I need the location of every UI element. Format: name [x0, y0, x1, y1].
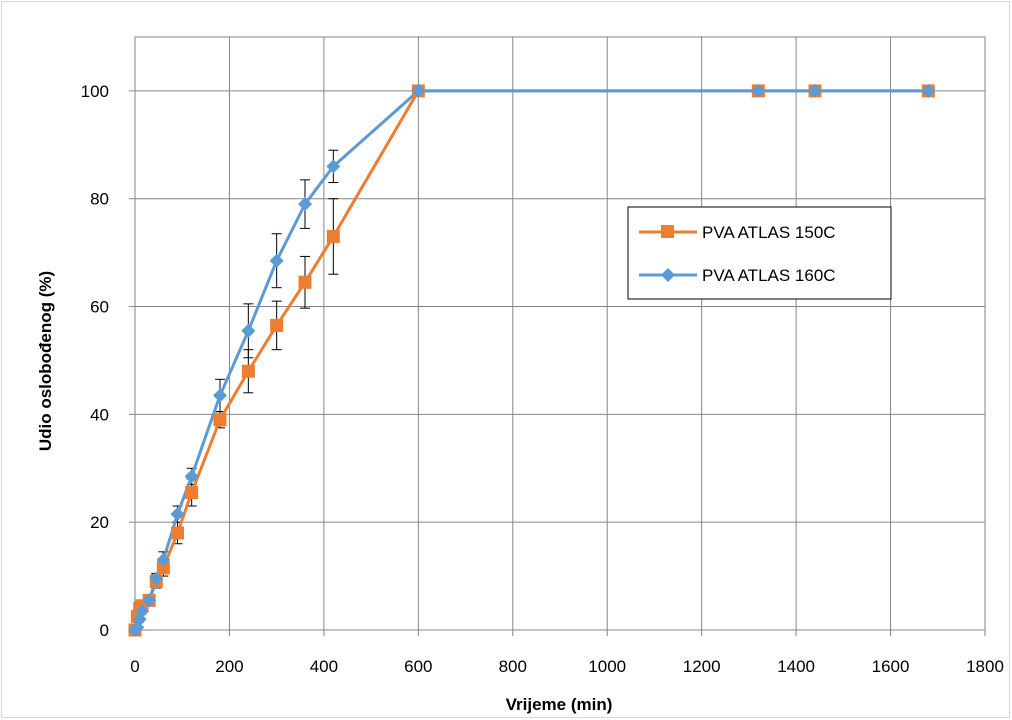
legend-label-150c: PVA ATLAS 150C: [702, 223, 836, 242]
data-point-diamond: [142, 593, 157, 608]
x-tick-label: 1600: [872, 657, 910, 676]
y-tick-label: 20: [90, 513, 109, 532]
x-tick-label: 1200: [683, 657, 721, 676]
data-point-diamond: [298, 197, 312, 212]
y-tick-label: 0: [100, 621, 109, 640]
y-tick-label: 100: [81, 82, 109, 101]
x-tick-label: 400: [310, 657, 338, 676]
y-tick-label: 80: [90, 190, 109, 209]
data-point-diamond: [184, 469, 199, 484]
data-point-diamond: [326, 159, 341, 174]
x-tick-label: 0: [130, 657, 139, 676]
data-point-diamond: [156, 552, 171, 567]
x-axis-title: Vrijeme (min): [506, 695, 613, 714]
series: [128, 83, 936, 637]
x-tick-label: 1000: [588, 657, 626, 676]
data-point-diamond: [808, 83, 822, 98]
x-tick-label: 1400: [777, 657, 815, 676]
data-point-diamond: [149, 571, 164, 586]
x-tick-label: 800: [499, 657, 527, 676]
data-point-square: [326, 229, 340, 243]
data-point-diamond: [170, 507, 185, 522]
data-point-diamond: [213, 388, 227, 403]
x-tick-label: 1800: [966, 657, 1004, 676]
data-point-square: [213, 413, 227, 427]
data-point-square: [241, 364, 255, 378]
legend-marker-160c: [661, 268, 675, 282]
data-point-square: [185, 486, 199, 500]
legend-marker-150c: [661, 225, 674, 238]
data-point-diamond: [751, 83, 766, 98]
y-tick-label: 40: [90, 405, 109, 424]
data-point-square: [156, 561, 170, 575]
data-point-diamond: [411, 83, 426, 98]
x-tick-label: 200: [215, 657, 243, 676]
y-tick-label: 60: [90, 298, 109, 317]
data-point-diamond: [135, 604, 150, 619]
legend: PVA ATLAS 150C PVA ATLAS 160C: [627, 206, 892, 300]
legend-box: [627, 206, 892, 300]
data-point-square: [298, 275, 312, 289]
data-point-square: [270, 318, 284, 332]
legend-label-160c: PVA ATLAS 160C: [702, 266, 836, 285]
data-point-diamond: [921, 83, 936, 98]
data-point-diamond: [241, 323, 256, 338]
y-axis-title: Udio oslobođenog (%): [36, 271, 55, 451]
x-tick-label: 600: [404, 657, 432, 676]
data-point-square: [171, 526, 184, 540]
y-tick-labels: 0 20 40 60 80 100: [81, 82, 109, 640]
x-tick-labels: 0 200 400 600 800 1000 1200 1400 1600 1800: [130, 657, 1004, 676]
data-point-diamond: [269, 253, 284, 268]
